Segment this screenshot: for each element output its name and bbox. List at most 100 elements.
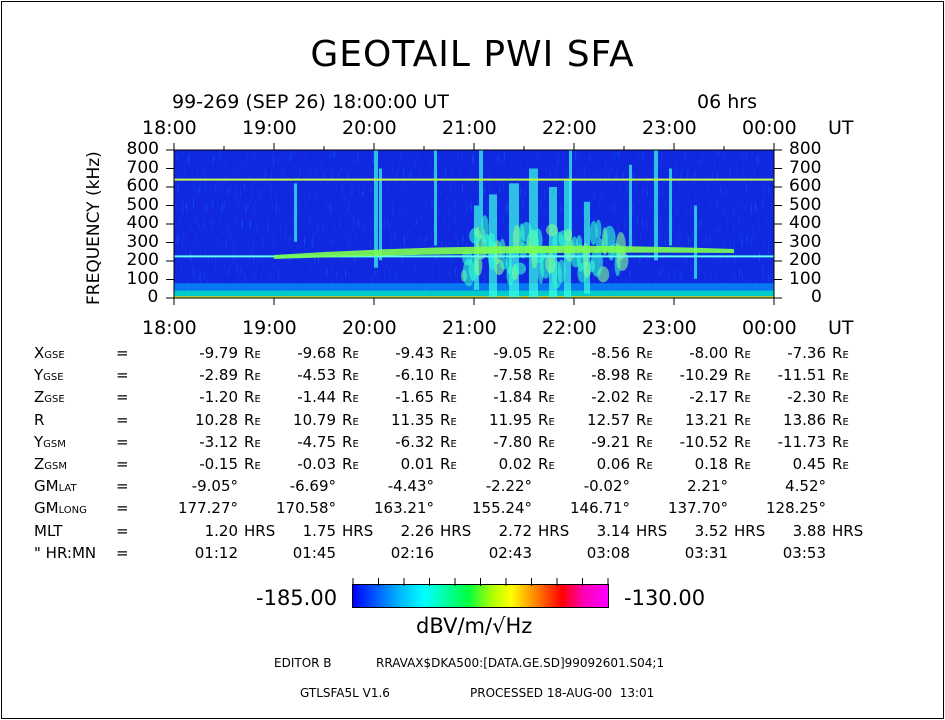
unit-main: R bbox=[734, 410, 745, 429]
unit-sub: E bbox=[254, 438, 261, 450]
ephemeris-value: -4.75 bbox=[226, 433, 336, 451]
unit-label: RE bbox=[636, 455, 653, 473]
unit-sub: E bbox=[450, 394, 457, 406]
label-main: X bbox=[34, 344, 45, 362]
label-main: " HR:MN bbox=[34, 543, 97, 562]
value-text: -6.10 bbox=[395, 366, 434, 385]
unit-sub: E bbox=[352, 461, 359, 472]
bottom-tick-label: 20:00 bbox=[342, 317, 397, 339]
value-text: -8.56 bbox=[591, 344, 630, 362]
unit-main: R bbox=[538, 366, 549, 385]
emission-burst bbox=[694, 205, 697, 279]
colorbar-unit: dBV/m/√Hz bbox=[416, 614, 533, 638]
value-text: 01:12 bbox=[194, 543, 238, 562]
y-tick-label-right: 700 bbox=[789, 157, 822, 178]
unit-label: RE bbox=[538, 455, 555, 473]
unit-sub: E bbox=[646, 394, 653, 406]
unit-sub: E bbox=[646, 461, 653, 472]
duration-label: 06 hrs bbox=[697, 91, 757, 113]
y-tick-label-right: 600 bbox=[789, 176, 822, 196]
unit-main: R bbox=[832, 432, 843, 451]
unit-label: RE bbox=[538, 388, 555, 406]
emission-burst bbox=[629, 164, 632, 250]
equals-sign: = bbox=[116, 499, 129, 518]
value-text: -9.05° bbox=[191, 477, 238, 496]
unit-sub: E bbox=[646, 438, 653, 450]
emission-burst bbox=[294, 183, 297, 242]
ephemeris-value: 4.52° bbox=[716, 477, 826, 495]
unit-main: HRS bbox=[440, 521, 472, 540]
unit-label: RE bbox=[832, 366, 849, 384]
label-main: Z bbox=[34, 455, 45, 473]
value-text: -0.03 bbox=[297, 455, 336, 473]
unit-sub: E bbox=[842, 416, 849, 428]
ephemeris-value: -9.21 bbox=[520, 433, 630, 451]
top-tick-label: 00:00 bbox=[742, 117, 797, 139]
unit-sub: E bbox=[254, 416, 261, 428]
unit-main: R bbox=[244, 410, 255, 429]
ephemeris-value: 2.26 bbox=[324, 522, 434, 540]
bottom-tick-label: 18:00 bbox=[142, 317, 197, 339]
ephemeris-value: 170.58° bbox=[226, 499, 336, 517]
ephemeris-value: 0.02 bbox=[422, 455, 532, 473]
unit-sub: E bbox=[450, 350, 457, 361]
value-text: -10.29 bbox=[679, 366, 728, 385]
unit-sub: E bbox=[548, 372, 555, 384]
ephemeris-value: 1.20 bbox=[128, 522, 238, 540]
unit-main: R bbox=[538, 432, 549, 451]
unit-main: R bbox=[734, 388, 745, 407]
unit-label: RE bbox=[832, 411, 849, 429]
unit-label: RE bbox=[244, 344, 261, 362]
y-tick-label-left: 0 bbox=[147, 287, 159, 307]
unit-sub: E bbox=[352, 350, 359, 361]
ephemeris-value: -11.73 bbox=[716, 433, 826, 451]
unit-label: RE bbox=[342, 344, 359, 362]
ephemeris-value: -4.43° bbox=[324, 477, 434, 495]
value-text: 03:08 bbox=[586, 543, 630, 562]
emission-band bbox=[274, 245, 734, 259]
ephemeris-value: 10.79 bbox=[226, 411, 336, 429]
ephemeris-value: 0.45 bbox=[716, 455, 826, 473]
label-main: GM bbox=[34, 499, 59, 518]
ephemeris-value: -11.51 bbox=[716, 366, 826, 384]
unit-label: HRS bbox=[342, 522, 373, 540]
unit-main: R bbox=[538, 344, 549, 362]
unit-label: RE bbox=[734, 366, 751, 384]
unit-sub: E bbox=[450, 461, 457, 472]
top-tick-label: 23:00 bbox=[642, 117, 697, 139]
unit-label: RE bbox=[244, 366, 261, 384]
y-tick-label-right: 800 bbox=[789, 139, 822, 159]
value-text: -2.17 bbox=[689, 388, 728, 407]
ephemeris-value: 02:43 bbox=[422, 544, 532, 562]
unit-main: HRS bbox=[636, 521, 668, 540]
emission-patch bbox=[480, 215, 489, 244]
value-text: -8.98 bbox=[591, 366, 630, 385]
emission-burst bbox=[434, 150, 437, 246]
label-main: R bbox=[34, 410, 45, 429]
value-text: -4.53 bbox=[297, 366, 336, 385]
unit-main: R bbox=[636, 388, 647, 407]
ephemeris-value: 01:12 bbox=[128, 544, 238, 562]
unit-label: RE bbox=[832, 344, 849, 362]
equals-sign: = bbox=[116, 388, 129, 407]
value-text: 0.02 bbox=[498, 455, 532, 473]
y-tick-label-left: 700 bbox=[126, 157, 159, 178]
emission-burst bbox=[654, 150, 658, 261]
ephemeris-value: -2.17 bbox=[618, 388, 728, 406]
equals-sign: = bbox=[116, 432, 129, 451]
plot-title: GEOTAIL PWI SFA bbox=[310, 34, 635, 75]
emission-patch bbox=[474, 255, 483, 276]
editor-label: EDITOR B bbox=[274, 656, 332, 670]
top-tick-label: 22:00 bbox=[542, 117, 597, 139]
ephemeris-value: 11.95 bbox=[422, 411, 532, 429]
y-tick-label-left: 200 bbox=[126, 250, 159, 270]
bottom-tick-label: 19:00 bbox=[242, 317, 297, 339]
unit-main: R bbox=[244, 344, 255, 362]
emission-patch bbox=[564, 228, 572, 241]
emission-burst bbox=[374, 150, 378, 268]
bottom-tick-label: 00:00 bbox=[742, 317, 797, 339]
label-sub: GSE bbox=[43, 372, 64, 384]
unit-sub: E bbox=[352, 416, 359, 428]
unit-label: RE bbox=[342, 366, 359, 384]
